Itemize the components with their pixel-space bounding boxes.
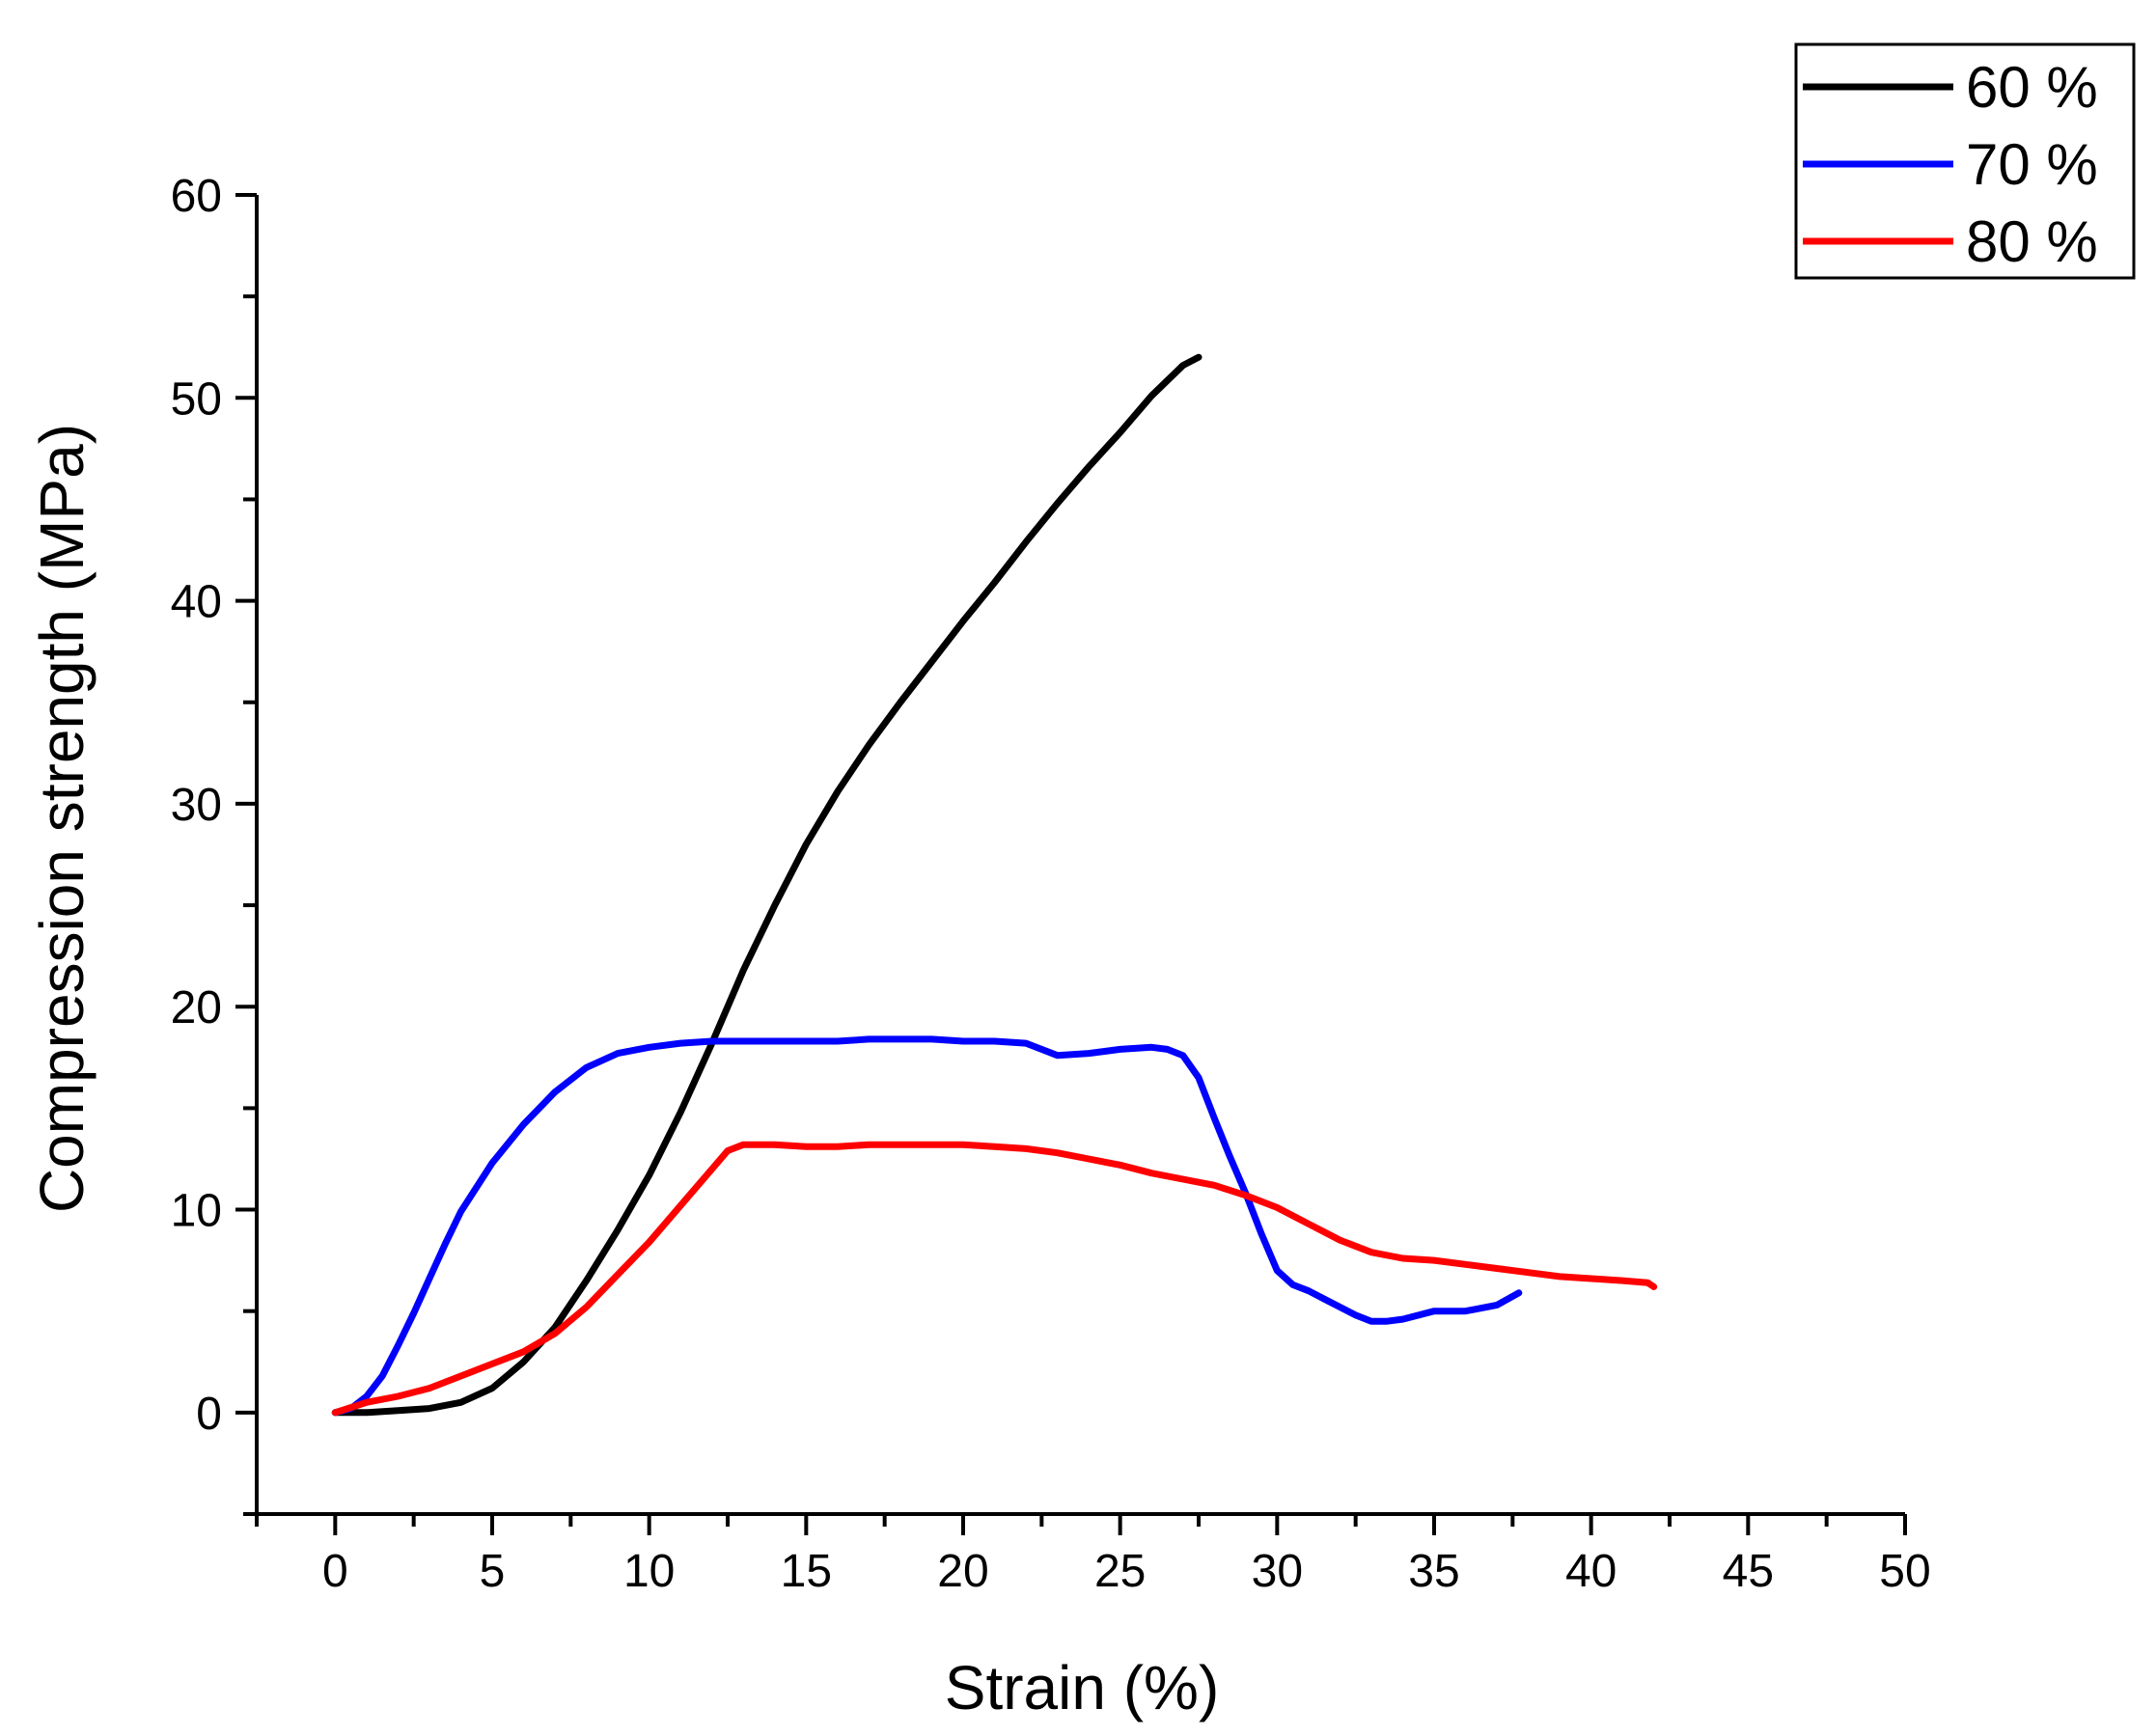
x-tick-label: 45 bbox=[1723, 1546, 1774, 1597]
series-line-80 bbox=[331, 1141, 1658, 1417]
tick-labels: 0 10 20 30 40 50 60 0 5 10 15 20 25 30 35 40 45 50 bbox=[171, 171, 1931, 1597]
y-tick-label: 0 bbox=[196, 1389, 222, 1440]
legend-label-80: 80 % bbox=[1966, 209, 2098, 274]
y-tick-label: 40 bbox=[171, 577, 222, 628]
x-tick-label: 50 bbox=[1879, 1546, 1930, 1597]
y-axis-title: Compression strength (MPa) bbox=[27, 424, 97, 1213]
x-tick-label: 30 bbox=[1252, 1546, 1303, 1597]
legend: 60 % 70 % 80 % bbox=[1794, 42, 2136, 280]
x-tick-label: 15 bbox=[781, 1546, 832, 1597]
series-line-70 bbox=[331, 1035, 1523, 1417]
legend-label-70: 70 % bbox=[1966, 132, 2098, 197]
x-tick-label: 25 bbox=[1094, 1546, 1146, 1597]
x-tick-label: 20 bbox=[937, 1546, 988, 1597]
y-tick-label: 10 bbox=[171, 1186, 222, 1237]
x-tick-label: 35 bbox=[1408, 1546, 1459, 1597]
y-tick-label: 50 bbox=[171, 373, 222, 425]
x-tick-label: 5 bbox=[480, 1546, 506, 1597]
y-tick-label: 60 bbox=[171, 171, 222, 222]
series-lines bbox=[331, 353, 1658, 1417]
y-tick-label: 20 bbox=[171, 982, 222, 1033]
x-tick-label: 0 bbox=[322, 1546, 348, 1597]
x-tick-label: 40 bbox=[1565, 1546, 1617, 1597]
axes bbox=[235, 193, 1907, 1535]
legend-label-60: 60 % bbox=[1966, 55, 2098, 120]
x-axis-title: Strain (%) bbox=[945, 1653, 1220, 1722]
series-line-60 bbox=[331, 353, 1202, 1417]
x-tick-label: 10 bbox=[623, 1546, 675, 1597]
y-tick-label: 30 bbox=[171, 780, 222, 831]
